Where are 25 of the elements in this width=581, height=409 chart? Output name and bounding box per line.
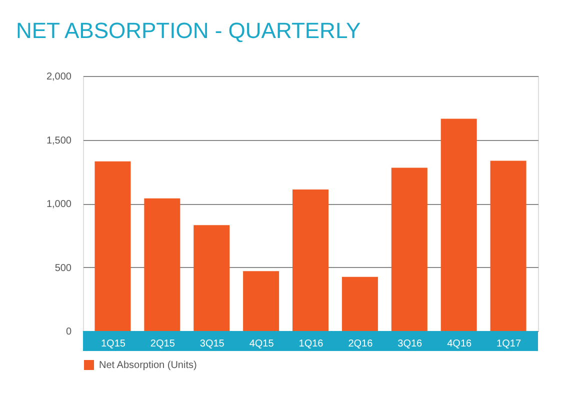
x-tick-label: 4Q16 bbox=[447, 338, 472, 350]
legend-label: Net Absorption (Units) bbox=[99, 360, 197, 371]
bar bbox=[144, 198, 180, 331]
x-tick-label: 1Q15 bbox=[100, 338, 126, 350]
y-tick-label: 1,000 bbox=[46, 199, 72, 210]
y-tick-label: 2,000 bbox=[46, 72, 72, 82]
chart-title: NET ABSORPTION - QUARTERLY bbox=[16, 18, 362, 43]
x-tick-label: 2Q15 bbox=[150, 338, 176, 350]
bar bbox=[342, 276, 378, 331]
bar bbox=[391, 168, 428, 331]
y-tick-label: 1,500 bbox=[46, 135, 72, 146]
x-tick-label: 2Q16 bbox=[348, 338, 374, 350]
bar bbox=[490, 160, 526, 331]
bar bbox=[94, 161, 131, 331]
x-tick-label: 1Q16 bbox=[298, 338, 324, 350]
x-tick-label: 3Q16 bbox=[398, 338, 423, 350]
bar bbox=[243, 271, 280, 331]
bar bbox=[292, 189, 328, 331]
y-tick-label: 500 bbox=[54, 262, 72, 274]
bar bbox=[440, 118, 477, 331]
bar bbox=[194, 225, 230, 331]
x-tick-label: 1Q17 bbox=[496, 338, 522, 350]
x-tick-label: 4Q15 bbox=[249, 338, 274, 350]
x-tick-label: 3Q15 bbox=[200, 338, 225, 350]
y-tick-label: 0 bbox=[66, 326, 72, 338]
